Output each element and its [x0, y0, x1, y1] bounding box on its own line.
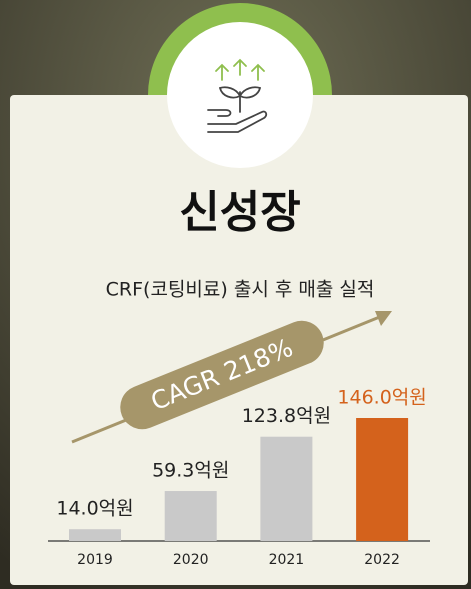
value-label: 14.0억원 [56, 498, 133, 520]
arrow-head [375, 311, 392, 326]
x-tick-label: 2020 [173, 552, 209, 568]
bar [356, 418, 409, 541]
bar [164, 491, 217, 541]
subtitle: CRF(코팅비료) 출시 후 매출 실적 [106, 279, 375, 301]
plant-icon [207, 58, 268, 133]
card [10, 95, 468, 585]
value-label: 59.3억원 [152, 460, 229, 482]
value-label: 123.8억원 [242, 405, 331, 427]
bar [260, 436, 313, 541]
x-tick-label: 2021 [269, 552, 305, 568]
pill-bg [120, 320, 324, 430]
x-tick-label: 2022 [364, 552, 400, 568]
bar [69, 529, 121, 541]
title: 신성장 [179, 187, 300, 238]
x-tick-label: 2019 [77, 552, 113, 568]
value-label: 146.0억원 [337, 387, 426, 409]
